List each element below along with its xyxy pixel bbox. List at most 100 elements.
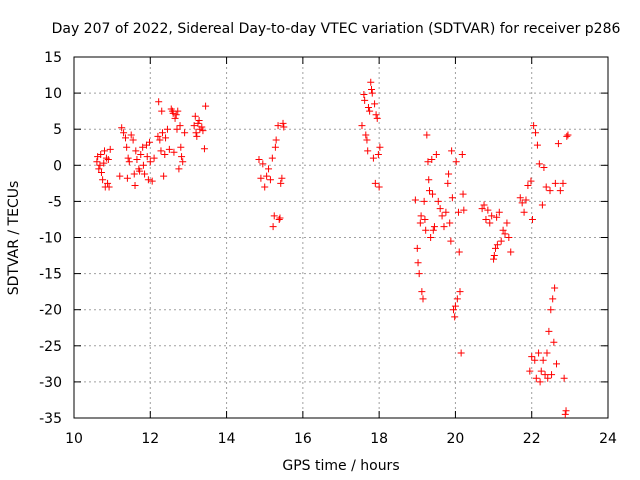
data-point (522, 196, 530, 204)
data-point (95, 165, 103, 173)
data-point (360, 91, 368, 99)
data-point (560, 374, 568, 382)
y-tick-label: -5 (48, 194, 62, 210)
data-point (165, 145, 173, 153)
y-tick-label: 5 (53, 122, 62, 138)
data-point (411, 196, 419, 204)
data-point (376, 143, 384, 151)
data-point (486, 219, 494, 227)
data-point (554, 140, 562, 148)
data-point (424, 158, 432, 166)
data-point (419, 295, 427, 303)
data-point (442, 208, 450, 216)
data-point (501, 230, 509, 238)
data-point (363, 136, 371, 144)
y-tick-label: -30 (39, 375, 62, 391)
data-point (257, 174, 265, 182)
data-point (495, 208, 503, 216)
y-tick-label: -15 (39, 267, 62, 283)
y-tick-label: 0 (53, 158, 62, 174)
data-point (275, 215, 283, 223)
data-point (266, 176, 274, 184)
data-point (118, 124, 126, 132)
data-point (158, 107, 166, 115)
axis-ticks: 10 12 14 16 18 20 22 24 -35 -30 -25 -20 -15 -10 -5 0 5 10… (39, 50, 617, 447)
data-point (156, 136, 164, 144)
data-point (139, 161, 147, 169)
data-point (528, 215, 536, 223)
data-point (415, 270, 423, 278)
data-point (448, 147, 456, 155)
data-point (368, 89, 376, 97)
data-point (425, 187, 433, 195)
data-point (493, 213, 501, 221)
data-point (150, 154, 158, 162)
data-point (516, 194, 524, 202)
data-point (97, 169, 105, 177)
data-point (162, 134, 170, 142)
data-point (198, 123, 206, 131)
data-point (263, 172, 271, 180)
data-point (280, 123, 288, 131)
data-point (199, 127, 207, 135)
data-point (191, 112, 199, 120)
data-point (369, 154, 377, 162)
data-point (129, 136, 137, 144)
data-point (535, 160, 543, 168)
data-point (105, 183, 113, 191)
data-point (416, 219, 424, 227)
data-point (364, 147, 372, 155)
data-point (161, 150, 169, 158)
data-point (371, 100, 379, 108)
data-point (507, 248, 515, 256)
data-point (436, 205, 444, 213)
data-point (544, 374, 552, 382)
data-point (101, 147, 109, 155)
data-point (448, 194, 456, 202)
x-tick-label: 18 (370, 431, 388, 447)
data-point (551, 284, 559, 292)
data-point (160, 172, 168, 180)
x-tick-label: 22 (523, 431, 541, 447)
data-point (430, 223, 438, 231)
x-tick-label: 12 (141, 431, 159, 447)
data-point (537, 367, 545, 375)
data-point (491, 244, 499, 252)
data-point (445, 170, 453, 178)
data-point (375, 183, 383, 191)
data-point (142, 141, 150, 149)
data-point (272, 136, 280, 144)
data-point (503, 219, 511, 227)
data-point (176, 122, 184, 130)
y-tick-label: -25 (39, 339, 62, 355)
y-tick-label: -10 (39, 231, 62, 247)
data-point (539, 356, 547, 364)
data-point (428, 156, 436, 164)
data-point (259, 160, 267, 168)
data-point (536, 378, 544, 386)
data-point (157, 147, 165, 155)
data-point (453, 295, 461, 303)
data-point (373, 114, 381, 122)
data-point (125, 158, 133, 166)
data-point (413, 244, 421, 252)
data-point (559, 179, 567, 187)
data-point (192, 129, 200, 137)
data-point (177, 143, 185, 151)
data-point (532, 129, 540, 137)
data-point (137, 150, 145, 158)
data-point (447, 237, 455, 245)
data-point (144, 176, 152, 184)
data-point (550, 338, 558, 346)
data-point (371, 179, 379, 187)
data-point (374, 150, 382, 158)
data-point (172, 111, 180, 119)
data-point (116, 172, 124, 180)
data-point (100, 159, 108, 167)
y-axis-label: SDTVAR / TECUs (6, 181, 22, 296)
data-point (364, 104, 372, 112)
data-point (563, 132, 571, 140)
data-point (368, 85, 376, 93)
